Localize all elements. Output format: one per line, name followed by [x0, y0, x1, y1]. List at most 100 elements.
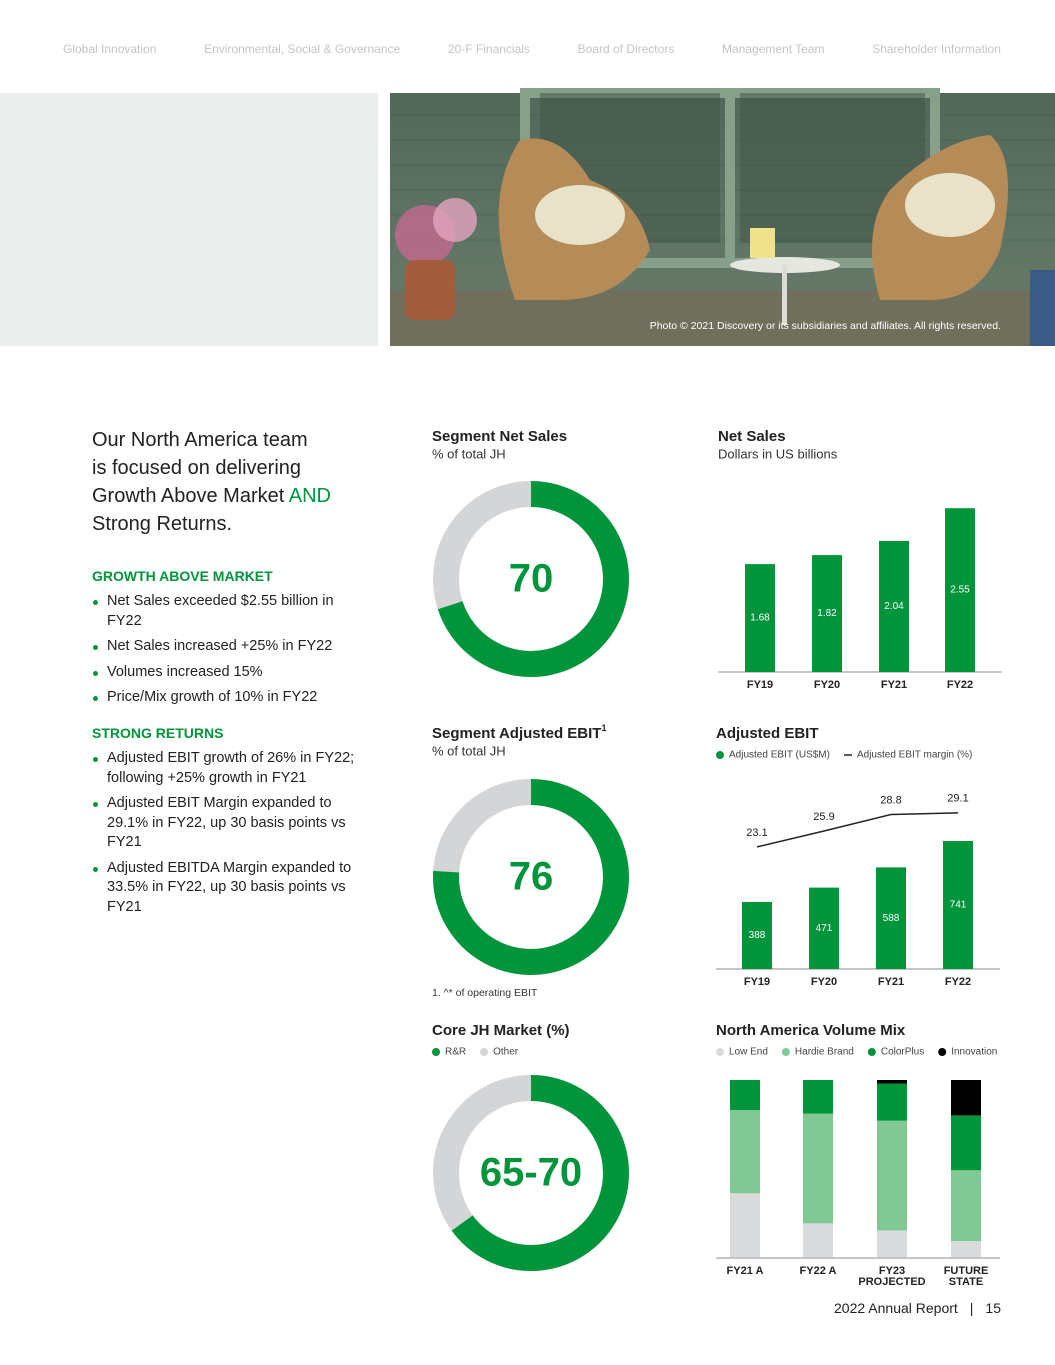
nav-link[interactable]: Shareholder Information: [872, 42, 1001, 56]
title-text: Core JH Market (%): [432, 1022, 570, 1039]
nav-link[interactable]: Global Innovation: [63, 42, 157, 56]
x-tick-label: FY23 PROJECTED: [858, 1265, 926, 1288]
intro-line: is focused on delivering: [92, 457, 302, 479]
nav-link[interactable]: Board of Directors: [577, 42, 675, 56]
photo-caption: Photo © 2021 Discovery or its subsidiari…: [650, 320, 1001, 332]
intro-text: Growth Above Market: [92, 485, 285, 507]
footer: 2022 Annual Report | 15: [834, 1300, 1001, 1316]
bar: [812, 555, 842, 672]
bullet: Adjusted EBIT Margin expanded to 29.1% i…: [92, 794, 369, 853]
chart-subtitle: Dollars in US billions: [718, 446, 838, 461]
bar-label: 2.04: [884, 601, 904, 612]
bullet: Adjusted EBIT growth of 26% in FY22; fol…: [92, 749, 369, 788]
bar: [745, 564, 775, 672]
bar-segment: [730, 1110, 760, 1194]
donut-label: 70: [509, 557, 554, 601]
bar-segment: [877, 1083, 907, 1121]
x-tick-label: FY21: [877, 976, 905, 988]
donut-label: 76: [509, 855, 554, 899]
bar: [742, 901, 772, 969]
intro-line: Our North America team: [92, 429, 308, 451]
legend-swatch: [432, 1048, 440, 1056]
line-label: 28.8: [880, 794, 901, 806]
legend-swatch: [938, 1048, 947, 1056]
intro-line: Strong Returns.: [92, 513, 233, 535]
bar-segment: [730, 1193, 760, 1257]
bullet: Net Sales exceeded $2.55 billion in FY22: [92, 592, 369, 631]
title-text: Segment Net Sales: [432, 428, 567, 445]
nav-link[interactable]: Environmental, Social & Governance: [204, 42, 401, 56]
footnote: 1. ^* of operating EBIT: [432, 987, 538, 999]
page-number: 15: [985, 1300, 1001, 1316]
bullet-list: Adjusted EBIT growth of 26% in FY22; fol…: [92, 749, 372, 917]
x-tick-label: FY21: [880, 679, 908, 691]
chart-title: Core JH Market (%): [432, 1022, 570, 1039]
bar-label: 388: [749, 930, 766, 941]
legend-label: Low End: [729, 1047, 768, 1058]
x-tick-label: FY21 A: [726, 1265, 764, 1277]
title-text: Adjusted EBIT: [716, 725, 819, 742]
donut-label: 65-70: [480, 1151, 582, 1195]
bar-label: 2.55: [950, 585, 970, 596]
bar-segment: [877, 1230, 907, 1257]
bar-label: 471: [816, 923, 833, 934]
intro-line: Growth Above Market AND: [92, 482, 331, 510]
bar-segment: [803, 1113, 833, 1224]
bullet: Net Sales increased +25% in FY22: [92, 637, 369, 657]
bar: [876, 867, 906, 969]
bar-label: 1.68: [750, 613, 770, 624]
chart-subtitle: % of total JH: [432, 743, 506, 758]
section: STRONG RETURNS Adjusted EBIT growth of 26…: [92, 725, 372, 923]
bar-segment: [730, 1080, 760, 1111]
bar-segment: [951, 1170, 981, 1242]
donut-arc: [437, 481, 629, 677]
bullet-list: Net Sales exceeded $2.55 billion in FY22…: [92, 592, 372, 708]
bullet: Adjusted EBITDA Margin expanded to 33.5%…: [92, 859, 369, 918]
line-label: 23.1: [746, 827, 767, 839]
legend-label: Innovation: [951, 1047, 997, 1058]
bar: [945, 508, 975, 672]
x-tick-label: FUTURE STATE: [943, 1265, 989, 1288]
nav-link[interactable]: Management Team: [722, 42, 825, 56]
bar-segment: [877, 1080, 907, 1084]
bar-label: 741: [950, 900, 967, 911]
x-tick-label: FY20: [810, 976, 838, 988]
bar: [879, 540, 909, 672]
donut-arc: [433, 779, 629, 975]
legend-swatch: [716, 751, 724, 759]
legend-swatch: [781, 1048, 790, 1056]
bar: [943, 840, 973, 969]
chart-title: Net Sales: [718, 428, 786, 445]
intro-highlight: AND: [288, 485, 331, 507]
chart-title: North America Volume Mix: [716, 1022, 906, 1039]
bar-label: 588: [883, 913, 900, 924]
nav-link[interactable]: 20-F Financials: [447, 42, 530, 56]
legend-swatch: [480, 1048, 489, 1056]
nav: Global Innovation Environmental, Social &…: [63, 42, 1001, 56]
bar-segment: [803, 1080, 833, 1114]
bar: [809, 887, 839, 969]
title-text: North America Volume Mix: [716, 1022, 906, 1039]
legend-label: R&R: [445, 1047, 466, 1058]
separator: |: [970, 1300, 974, 1316]
x-tick-label: FY19: [746, 679, 774, 691]
legend-swatch: [867, 1048, 876, 1056]
legend-swatch: [716, 1048, 724, 1056]
chart-title: Adjusted EBIT: [716, 725, 819, 742]
legend-label: ColorPlus: [881, 1047, 924, 1058]
intro: Our North America team is focused on del…: [92, 426, 331, 538]
bar-segment: [951, 1241, 981, 1257]
line-label: 25.9: [813, 811, 834, 823]
x-tick-label: FY22 A: [799, 1265, 837, 1277]
bar-segment: [877, 1120, 907, 1231]
chart-title: Segment Adjusted EBIT1: [432, 723, 606, 742]
photo: [390, 88, 1055, 346]
gray-panel: [0, 93, 378, 346]
title-text: Segment Adjusted EBIT: [432, 725, 601, 742]
x-tick-label: FY22: [944, 976, 972, 988]
title-text: Net Sales: [718, 428, 786, 445]
bar-segment: [951, 1115, 981, 1171]
legend-label: Hardie Brand: [795, 1047, 854, 1058]
